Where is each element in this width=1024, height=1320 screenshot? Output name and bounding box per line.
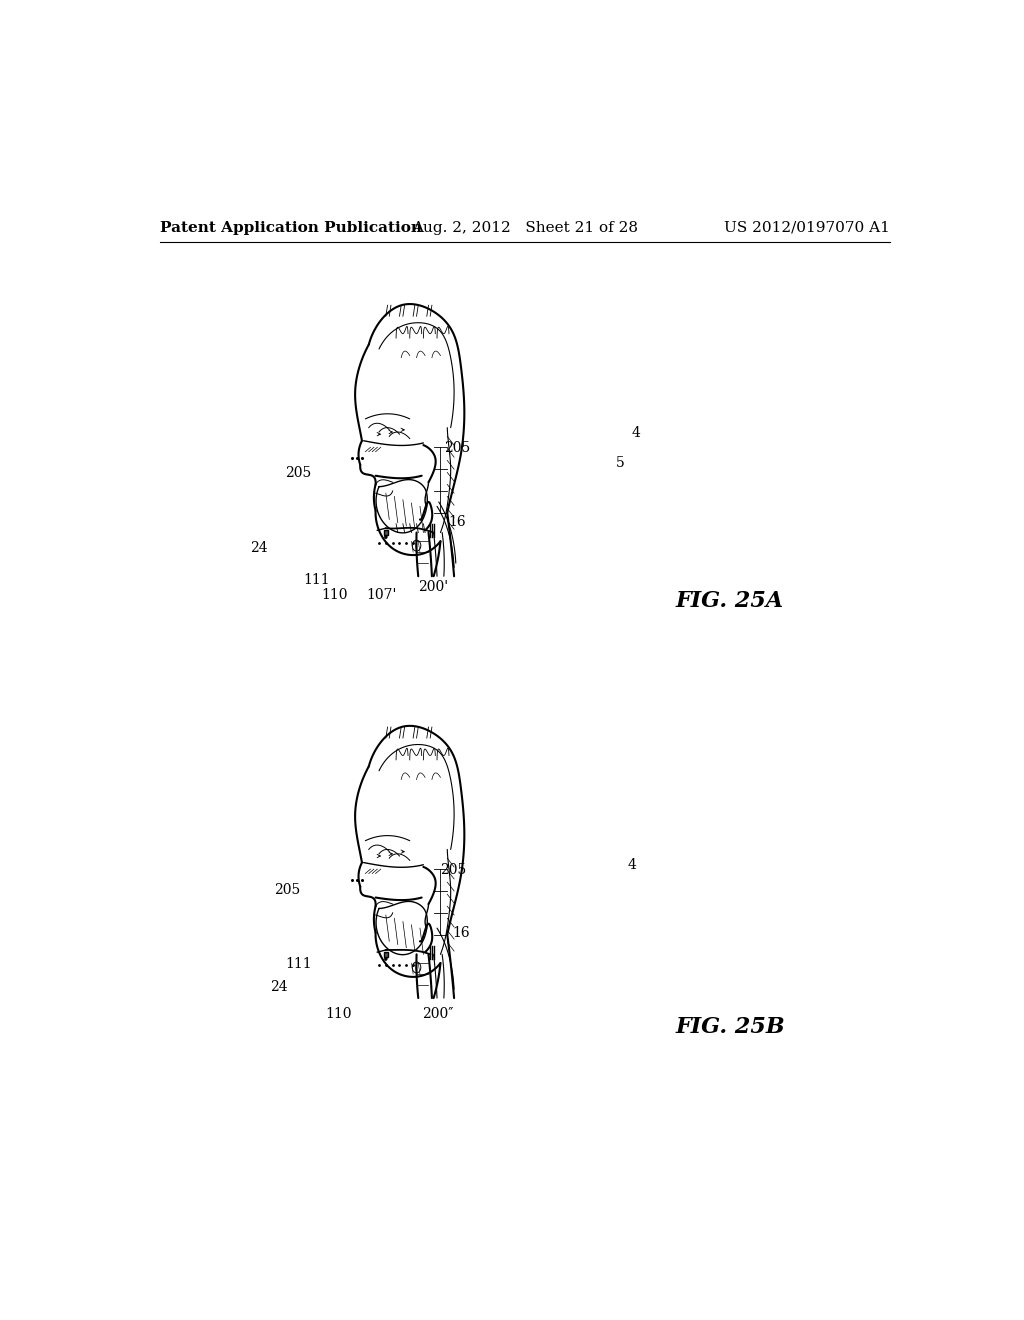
Bar (384, 529, 388, 536)
Text: 111: 111 (303, 573, 330, 587)
Text: 24: 24 (270, 979, 288, 994)
Text: 5: 5 (615, 457, 625, 470)
Text: 205: 205 (286, 466, 311, 480)
Text: 110: 110 (322, 589, 347, 602)
Text: 16: 16 (453, 925, 470, 940)
Text: 4: 4 (632, 426, 640, 440)
Circle shape (384, 535, 387, 539)
Text: 205: 205 (440, 863, 467, 876)
Text: 24: 24 (250, 541, 267, 554)
Text: 4: 4 (628, 858, 636, 871)
Circle shape (384, 957, 387, 961)
Text: 16: 16 (449, 515, 466, 529)
Text: US 2012/0197070 A1: US 2012/0197070 A1 (724, 220, 890, 235)
Text: 205: 205 (273, 883, 300, 898)
Text: 111: 111 (286, 957, 312, 972)
Text: 200': 200' (419, 581, 449, 594)
Text: Patent Application Publication: Patent Application Publication (160, 220, 422, 235)
Bar (384, 952, 388, 957)
Text: 107': 107' (367, 589, 397, 602)
Text: FIG. 25A: FIG. 25A (676, 590, 783, 611)
Text: Aug. 2, 2012   Sheet 21 of 28: Aug. 2, 2012 Sheet 21 of 28 (412, 220, 638, 235)
Text: 205: 205 (444, 441, 470, 455)
Text: 200″: 200″ (422, 1007, 454, 1022)
Text: FIG. 25B: FIG. 25B (676, 1016, 785, 1039)
Text: 110: 110 (325, 1007, 351, 1022)
